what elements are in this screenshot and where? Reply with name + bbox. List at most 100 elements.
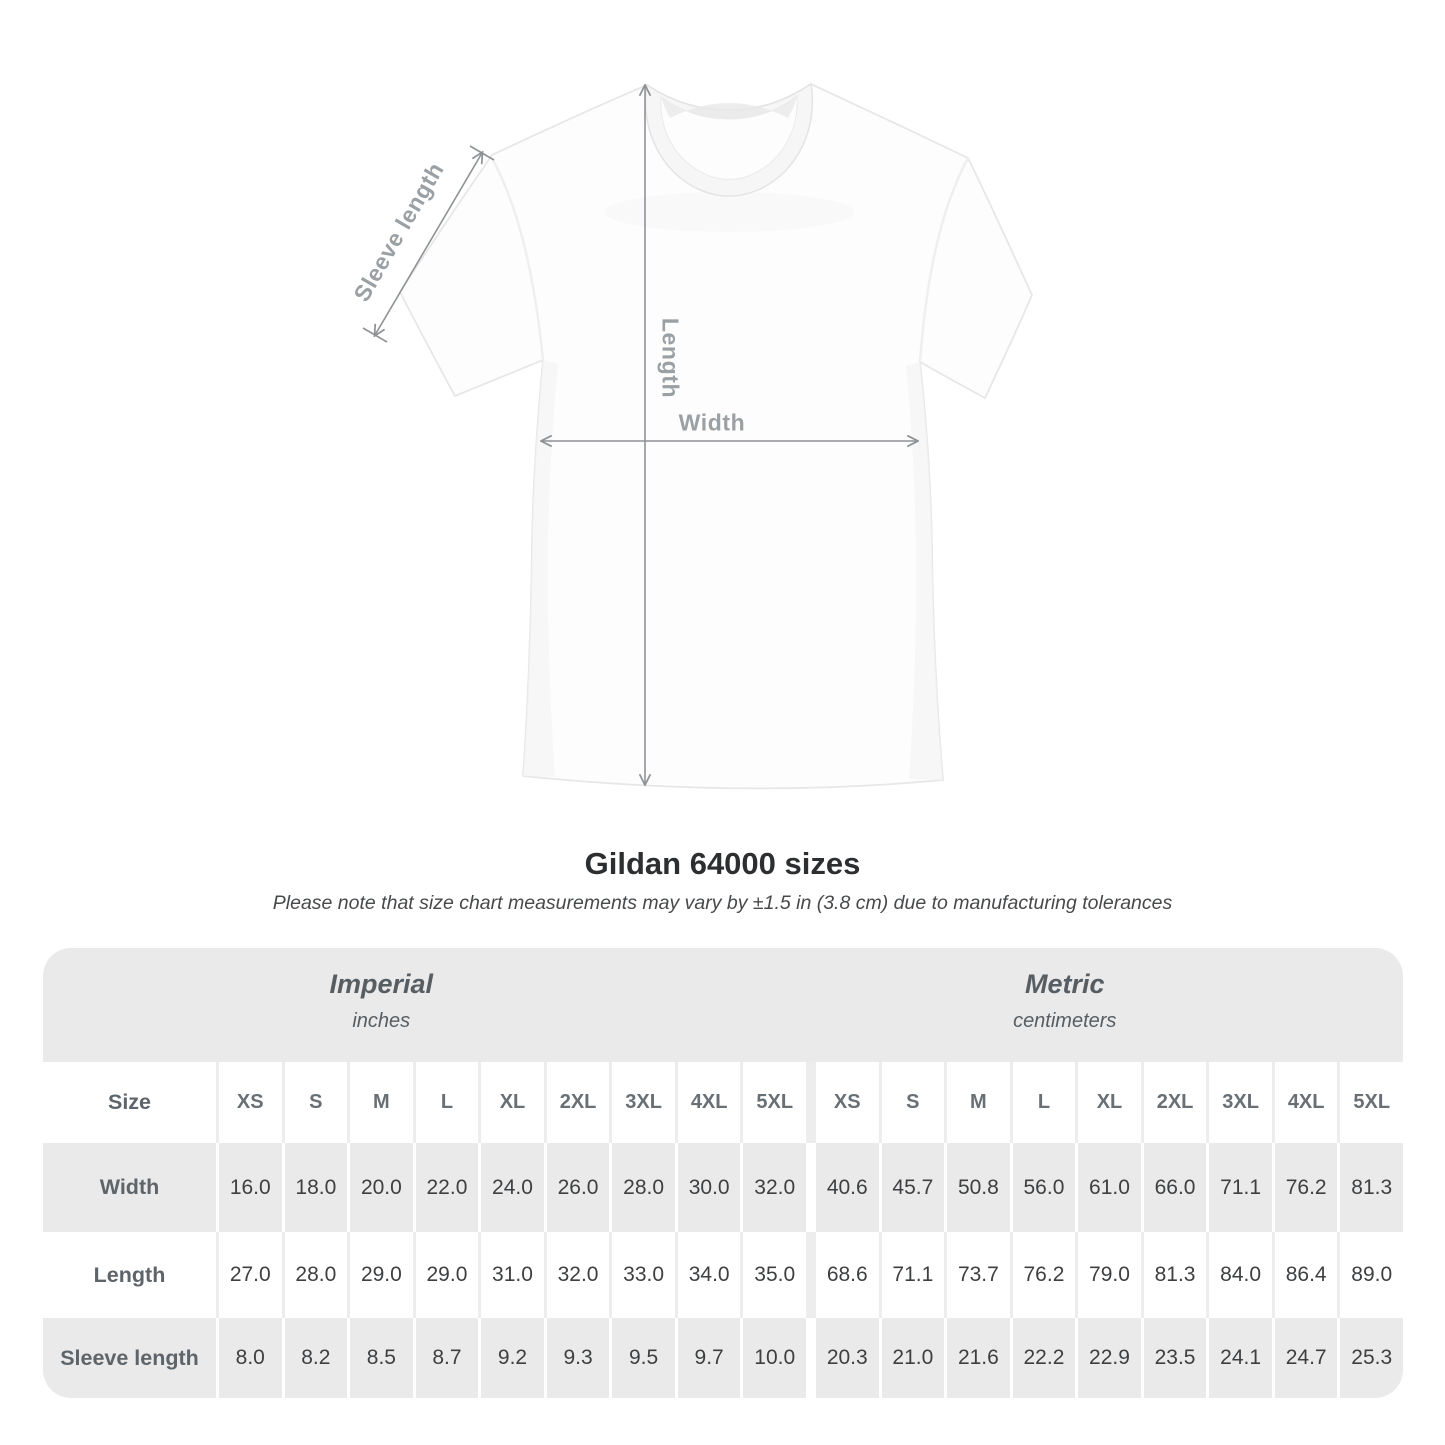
size-header-cell: M	[347, 1062, 413, 1143]
metric-value: 56.0	[1009, 1143, 1076, 1232]
imperial-value: 31.0	[478, 1232, 544, 1318]
metric-value: 71.1	[878, 1232, 945, 1318]
metric-value: 71.1	[1206, 1143, 1272, 1232]
imperial-value: 26.0	[543, 1143, 610, 1232]
metric-value: 89.0	[1337, 1232, 1403, 1318]
imperial-value: 24.0	[478, 1143, 544, 1232]
metric-value: 76.2	[1009, 1232, 1076, 1318]
metric-value: 45.7	[878, 1143, 945, 1232]
metric-value: 66.0	[1140, 1143, 1207, 1232]
column-group-gap	[806, 1143, 813, 1232]
imperial-title: Imperial	[329, 969, 434, 999]
size-header-cell: L	[1009, 1062, 1076, 1143]
metric-value: 76.2	[1271, 1143, 1338, 1232]
imperial-value: 8.7	[412, 1318, 479, 1398]
metric-value: 50.8	[944, 1143, 1010, 1232]
size-column-header: Size	[107, 1090, 152, 1114]
tshirt-collar	[644, 82, 814, 197]
metric-value: 73.7	[944, 1232, 1010, 1318]
metric-value: 22.9	[1075, 1318, 1141, 1398]
row-label: Sleeve length	[43, 1318, 216, 1398]
imperial-value: 29.0	[412, 1232, 479, 1318]
metric-group-header: Metric centimeters	[727, 969, 1404, 1033]
row-label: Width	[43, 1143, 216, 1232]
imperial-value: 8.5	[347, 1318, 413, 1398]
row-label: Length	[93, 1262, 166, 1287]
size-header-cell: XS	[216, 1062, 282, 1143]
imperial-value: 29.0	[347, 1232, 413, 1318]
size-header-cell: 5XL	[740, 1062, 806, 1143]
table-row: Length 27.0 28.0 29.0 29.0 31.0 32.0 33.0 34.0 35…	[43, 1232, 1403, 1318]
sleeve-arrow-endcap-top	[469, 145, 495, 161]
metric-unit: centimeters	[1013, 1010, 1117, 1032]
metric-value: 40.6	[813, 1143, 879, 1232]
page-title: Gildan 64000 sizes	[584, 846, 861, 881]
imperial-value: 10.0	[740, 1318, 806, 1398]
imperial-group-header: Imperial inches	[43, 969, 720, 1033]
size-table: Imperial inches Metric centimeters Size …	[43, 948, 1403, 1398]
imperial-value: 9.7	[674, 1318, 741, 1398]
size-header-cell: 4XL	[674, 1062, 741, 1143]
size-header-cell: 3XL	[609, 1062, 675, 1143]
size-header-cell: XL	[1075, 1062, 1141, 1143]
tshirt-shading	[490, 157, 970, 780]
imperial-unit: inches	[352, 1010, 411, 1032]
imperial-value: 35.0	[740, 1232, 806, 1318]
size-header-cell: 4XL	[1271, 1062, 1338, 1143]
table-row: Width 16.0 18.0 20.0 22.0 24.0 26.0 28.0 30.0 32.…	[43, 1143, 1403, 1232]
metric-value: 61.0	[1075, 1143, 1141, 1232]
metric-value: 84.0	[1206, 1232, 1272, 1318]
size-header-cell: 2XL	[543, 1062, 610, 1143]
size-header-cell: S	[878, 1062, 945, 1143]
table-body: Width 16.0 18.0 20.0 22.0 24.0 26.0 28.0 30.0 32.…	[43, 1143, 1403, 1398]
tshirt-illustration	[362, 82, 1033, 790]
imperial-value: 32.0	[740, 1143, 806, 1232]
column-group-gap	[806, 1062, 813, 1143]
size-header-cell: S	[281, 1062, 348, 1143]
size-header-cell: XS	[813, 1062, 879, 1143]
length-label: Length	[657, 317, 684, 399]
imperial-value: 28.0	[609, 1143, 675, 1232]
metric-value: 21.0	[878, 1318, 945, 1398]
imperial-value: 8.2	[281, 1318, 348, 1398]
metric-value: 22.2	[1009, 1318, 1076, 1398]
imperial-value: 27.0	[216, 1232, 282, 1318]
metric-value: 86.4	[1271, 1232, 1338, 1318]
imperial-value: 9.2	[478, 1318, 544, 1398]
table-header-band: Imperial inches Metric centimeters	[43, 948, 1403, 1062]
imperial-value: 9.3	[543, 1318, 610, 1398]
imperial-value: 32.0	[543, 1232, 610, 1318]
metric-value: 24.7	[1271, 1318, 1338, 1398]
metric-value: 81.3	[1140, 1232, 1207, 1318]
size-header-row: Size XS S M L XL 2XL 3XL 4XL 5XL XS S M L XL 2XL 3XL 4XL…	[43, 1062, 1403, 1143]
metric-value: 25.3	[1337, 1318, 1403, 1398]
sleeve-length-arrow	[375, 153, 482, 335]
column-group-gap	[806, 1318, 813, 1398]
size-header-cell: 3XL	[1206, 1062, 1272, 1143]
sleeve-arrow-endcap-bottom	[362, 327, 388, 343]
size-header-cell: XL	[478, 1062, 544, 1143]
column-group-gap	[806, 1232, 813, 1318]
imperial-value: 16.0	[216, 1143, 282, 1232]
metric-value: 21.6	[944, 1318, 1010, 1398]
width-label: Width	[678, 409, 746, 436]
metric-value: 23.5	[1140, 1318, 1207, 1398]
metric-value: 24.1	[1206, 1318, 1272, 1398]
imperial-value: 20.0	[347, 1143, 413, 1232]
imperial-value: 22.0	[412, 1143, 479, 1232]
imperial-value: 8.0	[216, 1318, 282, 1398]
tolerance-note: Please note that size chart measurements…	[272, 892, 1173, 914]
metric-value: 81.3	[1337, 1143, 1403, 1232]
table-row: Sleeve length 8.0 8.2 8.5 8.7 9.2 9.3 9.5 9.7 10.…	[43, 1318, 1403, 1398]
size-header-cell: M	[944, 1062, 1010, 1143]
imperial-value: 34.0	[674, 1232, 741, 1318]
metric-value: 68.6	[813, 1232, 879, 1318]
metric-value: 79.0	[1075, 1232, 1141, 1318]
imperial-value: 28.0	[281, 1232, 348, 1318]
metric-value: 20.3	[813, 1318, 879, 1398]
imperial-value: 30.0	[674, 1143, 741, 1232]
imperial-value: 9.5	[609, 1318, 675, 1398]
metric-title: Metric	[1024, 969, 1105, 999]
imperial-value: 18.0	[281, 1143, 348, 1232]
